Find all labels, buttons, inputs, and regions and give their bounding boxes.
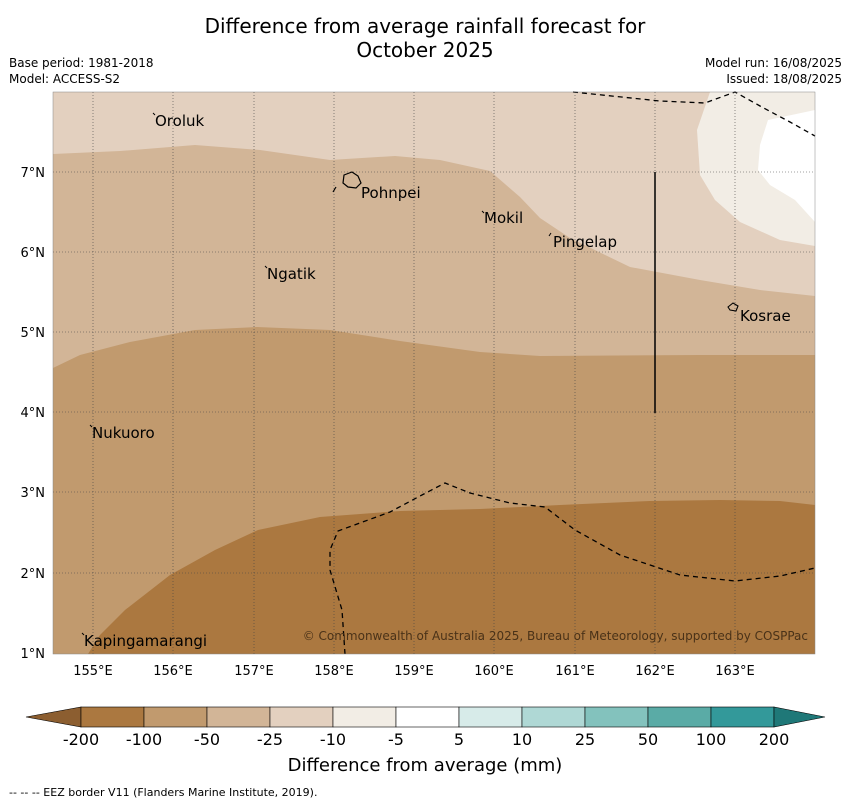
map-frame	[52, 91, 816, 655]
colorbar-swatch	[521, 706, 586, 728]
place-nukuoro: Nukuoro	[92, 424, 155, 442]
chart-title-line-2: October 2025	[356, 38, 494, 62]
colorbar-swatch	[710, 706, 775, 728]
lon-tick-155e: 155°E	[73, 664, 113, 679]
colorbar-swatch	[458, 706, 523, 728]
colorbar-swatch	[206, 706, 271, 728]
colorbar-tick-label: -50	[194, 730, 220, 749]
colorbar-tick-label: -10	[320, 730, 346, 749]
colorbar-title: Difference from average (mm)	[287, 755, 563, 776]
colorbar-tick-label: 200	[759, 730, 790, 749]
chart-title-line-1: Difference from average rainfall forecas…	[204, 14, 646, 38]
colorbar-tick-label: 50	[638, 730, 658, 749]
lon-tick-159e: 159°E	[394, 664, 434, 679]
kosrae-island-outline	[727, 302, 739, 312]
colorbar-tick-label: -25	[257, 730, 283, 749]
place-oroluk: Oroluk	[155, 112, 204, 130]
map-fill	[53, 92, 815, 654]
colorbar-swatch	[584, 706, 649, 728]
model-run-label: Model run: 16/08/2025	[704, 56, 842, 70]
lat-tick-6n: 6°N	[21, 246, 46, 261]
colorbar-swatch	[269, 706, 334, 728]
place-pohnpei: Pohnpei	[361, 184, 421, 202]
colorbar-tick-label: -100	[126, 730, 162, 749]
eez-footnote: -- -- -- EEZ border V11 (Flanders Marine…	[9, 786, 318, 799]
lon-tick-156e: 156°E	[153, 664, 193, 679]
lat-tick-1n: 1°N	[21, 647, 46, 662]
place-pingelap: Pingelap	[553, 233, 617, 251]
lon-tick-162e: 162°E	[635, 664, 675, 679]
pohnpei-island-outline	[342, 171, 362, 189]
colorbar-tick-label: -200	[63, 730, 99, 749]
place-kosrae: Kosrae	[740, 307, 791, 325]
lat-tick-2n: 2°N	[21, 567, 46, 582]
lon-tick-158e: 158°E	[314, 664, 354, 679]
pohnpei-islet	[332, 186, 337, 193]
colorbar: -200 -100 -50 -25 -10 -5 5 10 25 50 100 200	[25, 706, 826, 749]
place-ngatik: Ngatik	[267, 265, 316, 283]
colorbar-tick-label: 100	[696, 730, 727, 749]
colorbar-tick-label: -5	[388, 730, 404, 749]
colorbar-swatch	[143, 706, 208, 728]
lon-tick-163e: 163°E	[715, 664, 755, 679]
band-minus-25-to-minus-10	[53, 92, 815, 296]
lat-tick-7n: 7°N	[21, 166, 46, 181]
place-kapingamarangi: Kapingamarangi	[84, 632, 207, 650]
colorbar-tick-label: 5	[454, 730, 464, 749]
colorbar-swatch	[395, 706, 460, 728]
colorbar-tick-label: 25	[575, 730, 595, 749]
colorbar-swatch	[80, 706, 145, 728]
band-minus-5-to-5	[758, 110, 815, 222]
colorbar-under-arrow	[25, 706, 82, 728]
lat-tick-4n: 4°N	[21, 406, 46, 421]
copyright-notice: © Commonwealth of Australia 2025, Bureau…	[303, 629, 808, 643]
band-minus-200-to-minus-100	[88, 500, 815, 654]
place-mokil: Mokil	[484, 209, 523, 227]
colorbar-over-arrow	[773, 706, 826, 728]
base-period-label: Base period: 1981-2018	[9, 56, 154, 70]
atoll-markers	[81, 112, 552, 636]
lat-tick-5n: 5°N	[21, 326, 46, 341]
colorbar-swatch	[647, 706, 712, 728]
lon-tick-160e: 160°E	[474, 664, 514, 679]
lat-tick-3n: 3°N	[21, 486, 46, 501]
graticule	[53, 92, 815, 654]
model-label: Model: ACCESS-S2	[9, 72, 121, 86]
issued-label: Issued: 18/08/2025	[726, 72, 842, 86]
lon-tick-161e: 161°E	[555, 664, 595, 679]
lon-tick-157e: 157°E	[234, 664, 274, 679]
colorbar-tick-label: 10	[512, 730, 532, 749]
colorbar-swatch	[332, 706, 397, 728]
